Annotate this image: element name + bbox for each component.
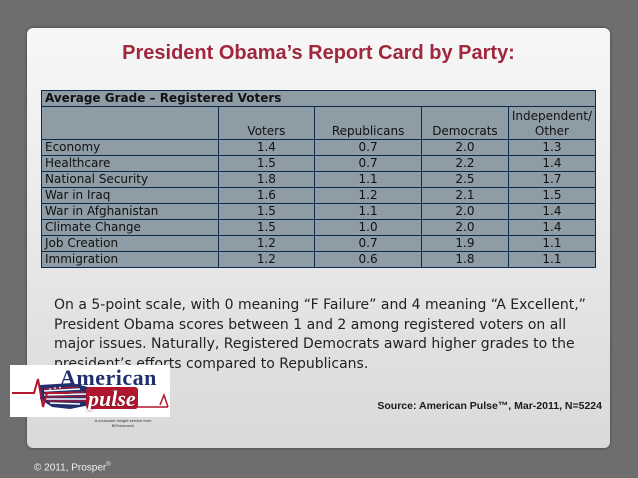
header-empty-cell xyxy=(41,106,219,140)
cell-republicans: 1.0 xyxy=(314,219,422,236)
cell-democrats: 2.0 xyxy=(420,203,509,220)
cell-independent: 1.3 xyxy=(507,139,597,156)
report-card-table: Average Grade – Registered Voters Voters… xyxy=(41,90,597,268)
table-row: Economy 1.4 0.7 2.0 1.3 xyxy=(41,139,597,156)
cell-democrats: 1.8 xyxy=(420,251,509,268)
cell-republicans: 1.2 xyxy=(314,187,422,204)
cell-independent: 1.1 xyxy=(507,235,597,252)
cell-independent: 1.4 xyxy=(507,155,597,172)
table-caption: Average Grade – Registered Voters xyxy=(41,90,596,107)
cell-voters: 1.2 xyxy=(217,251,316,268)
cell-voters: 1.5 xyxy=(217,155,316,172)
table-caption-row: Average Grade – Registered Voters xyxy=(41,90,596,107)
cell-democrats: 1.9 xyxy=(420,235,509,252)
cell-republicans: 1.1 xyxy=(314,203,422,220)
cell-voters: 1.5 xyxy=(217,219,316,236)
cell-voters: 1.4 xyxy=(217,139,316,156)
table-row: Climate Change 1.5 1.0 2.0 1.4 xyxy=(41,219,597,236)
cell-republicans: 1.1 xyxy=(314,171,422,188)
us-map-flag-icon xyxy=(40,383,94,409)
cell-voters: 1.2 xyxy=(217,235,316,252)
logo-text-pulse: pulse xyxy=(88,386,136,411)
header-independent-other: Independent/Other xyxy=(507,106,597,140)
cell-independent: 1.5 xyxy=(507,187,597,204)
cell-voters: 1.5 xyxy=(217,203,316,220)
cell-republicans: 0.7 xyxy=(314,235,422,252)
row-label: National Security xyxy=(41,171,219,188)
source-note: Source: American Pulse™, Mar-2011, N=522… xyxy=(377,400,602,412)
row-label: Climate Change xyxy=(41,219,219,236)
cell-democrats: 2.0 xyxy=(420,219,509,236)
cell-democrats: 2.1 xyxy=(420,187,509,204)
header-republicans: Republicans xyxy=(314,106,422,140)
cell-independent: 1.4 xyxy=(507,219,597,236)
cell-independent: 1.7 xyxy=(507,171,597,188)
logo-tagline: A consumer insight service from BIGresea… xyxy=(94,418,152,428)
header-independent-line2: Other xyxy=(534,124,569,138)
cell-independent: 1.4 xyxy=(507,203,597,220)
logo-text-american: American xyxy=(60,365,157,390)
table-header-row: Voters Republicans Democrats Independent… xyxy=(41,106,597,140)
row-label: Immigration xyxy=(41,251,219,268)
header-independent-line1: Independent/ xyxy=(511,109,592,123)
table-row: Job Creation 1.2 0.7 1.9 1.1 xyxy=(41,235,597,252)
registered-mark: ® xyxy=(106,462,111,468)
copyright-text: © 2011, Prosper xyxy=(34,462,107,474)
row-label: War in Afghanistan xyxy=(41,203,219,220)
table-row: National Security 1.8 1.1 2.5 1.7 xyxy=(41,171,597,188)
header-democrats: Democrats xyxy=(420,106,509,140)
cell-republicans: 0.7 xyxy=(314,155,422,172)
cell-independent: 1.1 xyxy=(507,251,597,268)
row-label: War in Iraq xyxy=(41,187,219,204)
summary-paragraph: On a 5-point scale, with 0 meaning “F Fa… xyxy=(54,297,586,372)
cell-republicans: 0.6 xyxy=(314,251,422,268)
table-row: Healthcare 1.5 0.7 2.2 1.4 xyxy=(41,155,597,172)
cell-voters: 1.8 xyxy=(217,171,316,188)
cell-voters: 1.6 xyxy=(217,187,316,204)
table-row: Immigration 1.2 0.6 1.8 1.1 xyxy=(41,251,597,268)
pulse-badge xyxy=(86,387,138,409)
pulse-line-icon xyxy=(12,378,70,408)
header-voters: Voters xyxy=(217,106,316,140)
cell-democrats: 2.0 xyxy=(420,139,509,156)
row-label: Healthcare xyxy=(41,155,219,172)
table-row: War in Afghanistan 1.5 1.1 2.0 1.4 xyxy=(41,203,597,220)
cell-democrats: 2.2 xyxy=(420,155,509,172)
slide: President Obama’s Report Card by Party: … xyxy=(27,28,610,448)
row-label: Job Creation xyxy=(41,235,219,252)
cell-democrats: 2.5 xyxy=(420,171,509,188)
copyright-notice: © 2011, Prosper® xyxy=(34,462,111,473)
slide-title: President Obama’s Report Card by Party: xyxy=(122,42,515,64)
cell-republicans: 0.7 xyxy=(314,139,422,156)
row-label: Economy xyxy=(41,139,219,156)
table-row: War in Iraq 1.6 1.2 2.1 1.5 xyxy=(41,187,597,204)
american-pulse-logo xyxy=(10,365,170,417)
